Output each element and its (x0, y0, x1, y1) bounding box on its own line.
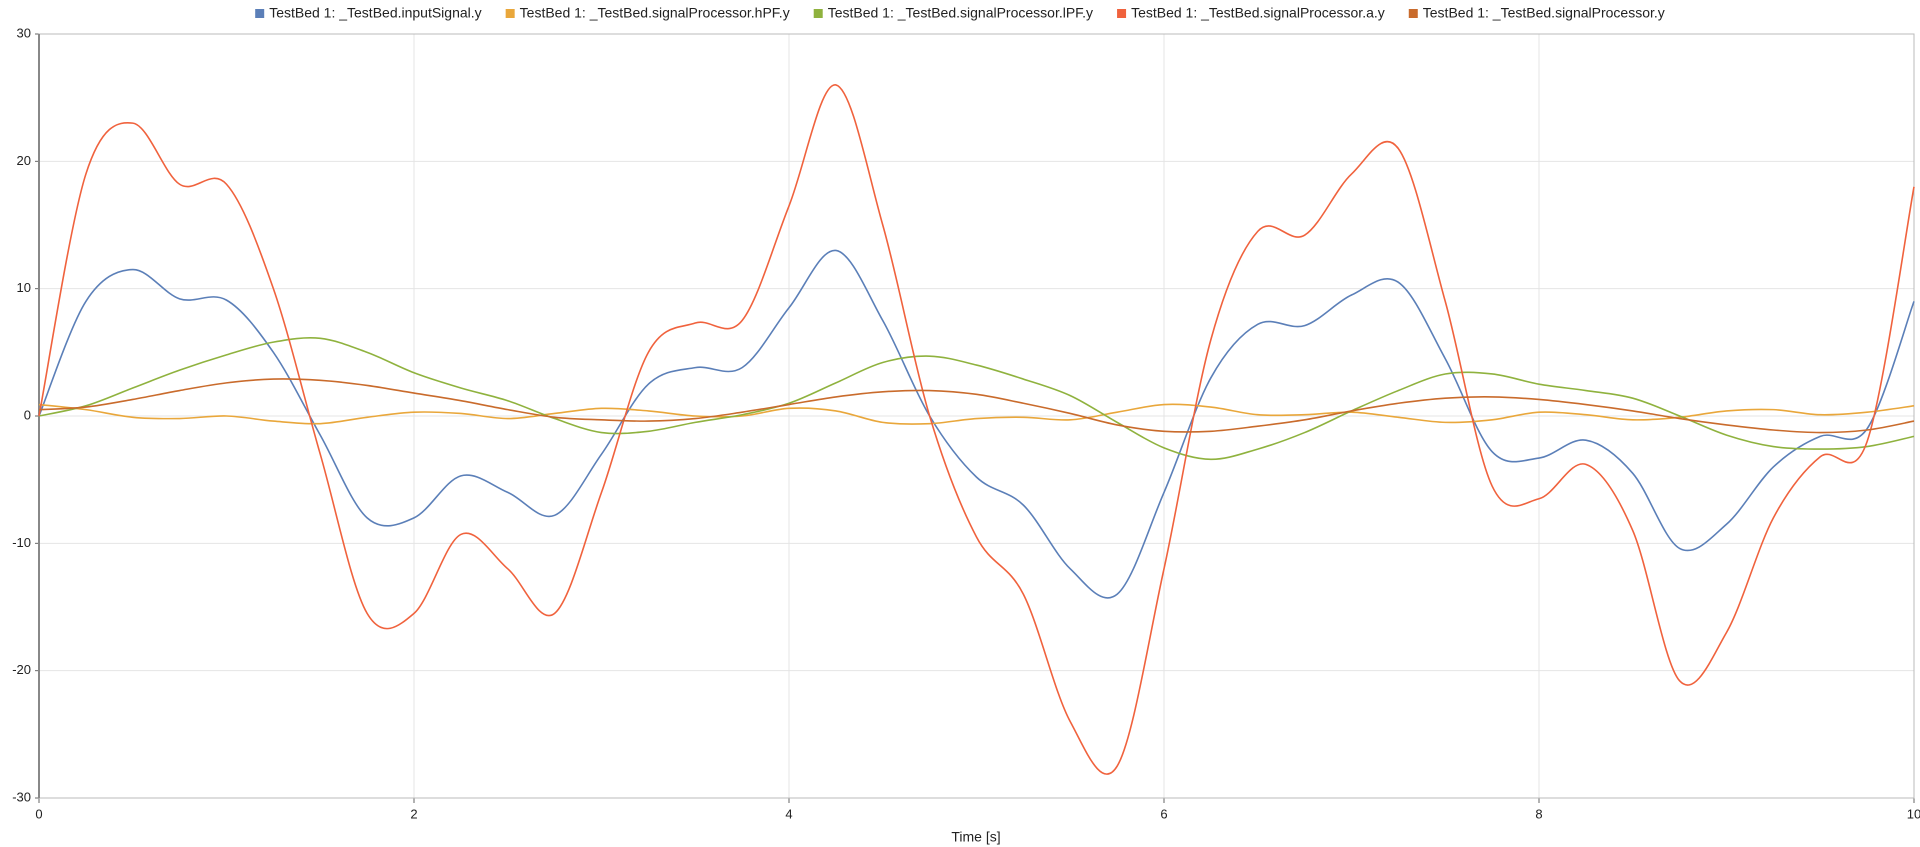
y-tick-label: 10 (17, 280, 31, 295)
x-tick-label: 10 (1907, 806, 1920, 821)
legend-label: TestBed 1: _TestBed.signalProcessor.hPF.… (520, 5, 790, 21)
legend-swatch (1117, 9, 1127, 18)
legend-swatch (255, 9, 265, 18)
legend-label: TestBed 1: _TestBed.signalProcessor.lPF.… (828, 5, 1093, 21)
x-tick-label: 8 (1535, 806, 1542, 821)
legend-label: TestBed 1: _TestBed.signalProcessor.y (1423, 5, 1665, 21)
y-tick-label: 0 (24, 407, 31, 422)
legend-label: TestBed 1: _TestBed.signalProcessor.a.y (1131, 5, 1385, 21)
legend-swatch (505, 9, 515, 18)
series-line (38, 249, 1915, 599)
series-line (38, 403, 1915, 425)
y-tick-label: -30 (12, 789, 31, 804)
y-tick-label: 20 (17, 153, 31, 168)
y-tick-label: 30 (17, 25, 31, 40)
x-axis-label: Time [s] (951, 829, 1000, 845)
x-tick-label: 2 (410, 806, 417, 821)
series-line (38, 378, 1915, 434)
series-line (38, 84, 1915, 775)
legend-swatch (1408, 9, 1418, 18)
legend-label: TestBed 1: _TestBed.inputSignal.y (269, 5, 481, 21)
x-tick-label: 0 (35, 806, 42, 821)
legend-swatch (813, 9, 823, 18)
y-tick-label: -10 (12, 535, 31, 550)
y-tick-label: -20 (12, 662, 31, 677)
series-line (38, 337, 1915, 461)
x-tick-label: 6 (1160, 806, 1167, 821)
x-tick-label: 4 (785, 806, 792, 821)
